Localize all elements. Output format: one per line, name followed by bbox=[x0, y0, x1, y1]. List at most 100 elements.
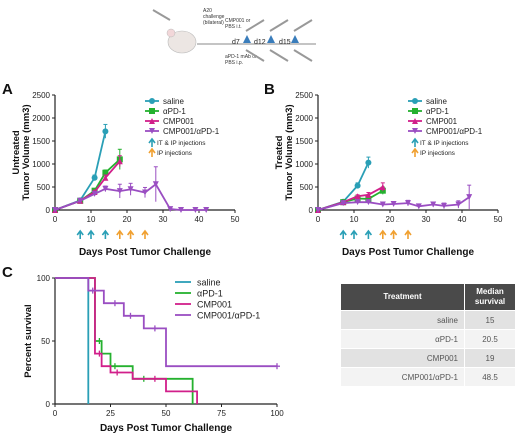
data-point bbox=[102, 128, 109, 135]
syringe-icon bbox=[293, 49, 313, 62]
x-axis-label: Days Post Tumor Challenge bbox=[79, 247, 212, 258]
y-axis-label: Tumor Volume (mm3) bbox=[284, 104, 295, 200]
x-tick-label: 100 bbox=[270, 409, 284, 418]
ip-injection-arrow-icon bbox=[116, 229, 124, 239]
x-tick-label: 30 bbox=[159, 215, 168, 224]
it-injection-arrow-icon bbox=[148, 137, 156, 147]
legend-marker bbox=[149, 118, 155, 124]
x-tick-label: 20 bbox=[123, 215, 132, 224]
data-point bbox=[365, 159, 372, 166]
legend-label: IT & IP injections bbox=[157, 140, 206, 147]
table-row: αPD-1 20.5 bbox=[340, 329, 516, 349]
x-tick-label: 0 bbox=[53, 215, 58, 224]
mouse-icon bbox=[167, 30, 197, 54]
table-cell-median: 19 bbox=[464, 348, 516, 368]
ip-injection-arrow-icon bbox=[379, 229, 387, 239]
syringe-icon bbox=[245, 19, 265, 32]
table-cell-median: 20.5 bbox=[464, 329, 516, 349]
y-tick-label: 1000 bbox=[295, 160, 313, 169]
legend-label: CMP001/αPD-1 bbox=[163, 127, 220, 136]
data-point bbox=[466, 194, 473, 201]
legend-marker bbox=[149, 98, 155, 104]
legend-label: IP injections bbox=[157, 150, 193, 157]
y-axis-label: Percent survival bbox=[23, 304, 34, 377]
y-tick-label: 2000 bbox=[295, 114, 313, 123]
series-line bbox=[317, 196, 470, 211]
y-axis-label: Tumor Volume (mm3) bbox=[21, 104, 32, 200]
y-tick-label: 100 bbox=[37, 274, 51, 283]
schedule-schematic: A20 challenge (bilateral) CMP001 or PBS … bbox=[152, 8, 316, 66]
it-injection-arrow-icon bbox=[76, 229, 84, 239]
data-point bbox=[192, 207, 199, 213]
legend-label: CMP001/αPD-1 bbox=[197, 311, 260, 321]
legend-label: CMP001/αPD-1 bbox=[426, 127, 483, 136]
data-point bbox=[455, 201, 462, 208]
table-header-row: Treatment Median survival bbox=[340, 283, 516, 311]
schematic-top-text-1: CMP001 or bbox=[225, 18, 251, 24]
legend-marker bbox=[412, 108, 418, 114]
table-cell-treatment: CMP001 bbox=[340, 348, 465, 368]
ip-injection-arrow-icon bbox=[411, 147, 419, 157]
ip-injection-arrow-icon bbox=[148, 147, 156, 157]
legend-marker bbox=[412, 98, 418, 104]
x-tick-label: 0 bbox=[316, 215, 321, 224]
y-tick-label: 2500 bbox=[32, 91, 50, 100]
table-cell-median: 48.5 bbox=[464, 367, 516, 387]
schematic-left-text-1: A20 bbox=[203, 8, 212, 14]
y-tick-label: 2500 bbox=[295, 91, 313, 100]
y-tick-label: 500 bbox=[300, 183, 314, 192]
data-point bbox=[354, 182, 361, 189]
panel-c-chart: 0 25 50 75 100 0 50 100 Days Post Tumor Challeng… bbox=[23, 274, 284, 434]
x-tick-label: 10 bbox=[350, 215, 359, 224]
syringe-icon bbox=[245, 49, 265, 62]
survival-curve bbox=[55, 277, 198, 404]
legend-label: αPD-1 bbox=[426, 107, 449, 116]
schematic-top-text-2: PBS i.t. bbox=[225, 24, 242, 30]
schematic-bottom-text-2: PBS i.p. bbox=[225, 60, 243, 66]
table-header-treatment: Treatment bbox=[340, 283, 465, 311]
table-row: CMP001/αPD-1 48.5 bbox=[340, 367, 516, 387]
y-tick-label: 50 bbox=[41, 337, 50, 346]
data-point bbox=[430, 201, 437, 208]
series-line bbox=[54, 182, 207, 211]
x-tick-label: 25 bbox=[106, 409, 115, 418]
y-tick-label: 0 bbox=[46, 400, 51, 409]
legend-label: IP injections bbox=[420, 150, 456, 157]
it-injection-arrow-icon bbox=[350, 229, 358, 239]
legend-label: IT & IP injections bbox=[420, 140, 469, 147]
data-point bbox=[354, 193, 361, 200]
injection-triangle-icon bbox=[267, 35, 275, 43]
survival-curve bbox=[55, 277, 90, 404]
legend-label: CMP001 bbox=[163, 117, 195, 126]
ip-injection-arrow-icon bbox=[404, 229, 412, 239]
syringe-icon bbox=[269, 19, 289, 32]
legend-marker bbox=[412, 118, 418, 124]
table-cell-treatment: αPD-1 bbox=[340, 329, 465, 349]
data-point bbox=[405, 200, 411, 207]
syringe-icon bbox=[152, 9, 171, 21]
y-tick-label: 1500 bbox=[295, 137, 313, 146]
schematic-day-2: d12 bbox=[254, 39, 266, 46]
survival-curve bbox=[55, 277, 194, 404]
data-point bbox=[390, 201, 397, 208]
data-point bbox=[91, 174, 98, 181]
legend-label: CMP001 bbox=[197, 300, 232, 310]
schematic-day-3: d15 bbox=[279, 39, 291, 46]
it-injection-arrow-icon bbox=[87, 229, 95, 239]
data-point bbox=[354, 199, 361, 206]
x-tick-label: 20 bbox=[386, 215, 395, 224]
data-point bbox=[116, 188, 123, 195]
data-point bbox=[441, 202, 447, 209]
data-point bbox=[365, 195, 372, 202]
legend-label: saline bbox=[163, 97, 184, 106]
legend-marker bbox=[149, 108, 155, 114]
data-point bbox=[142, 189, 148, 196]
syringe-icon bbox=[269, 49, 289, 62]
panel-label-c: C bbox=[2, 264, 13, 281]
data-point bbox=[379, 184, 386, 190]
axes bbox=[317, 95, 498, 211]
table-cell-treatment: saline bbox=[340, 310, 465, 330]
x-axis-label: Days Post Tumor Challenge bbox=[342, 247, 475, 258]
data-point bbox=[152, 181, 159, 188]
legend-label: CMP001 bbox=[426, 117, 458, 126]
